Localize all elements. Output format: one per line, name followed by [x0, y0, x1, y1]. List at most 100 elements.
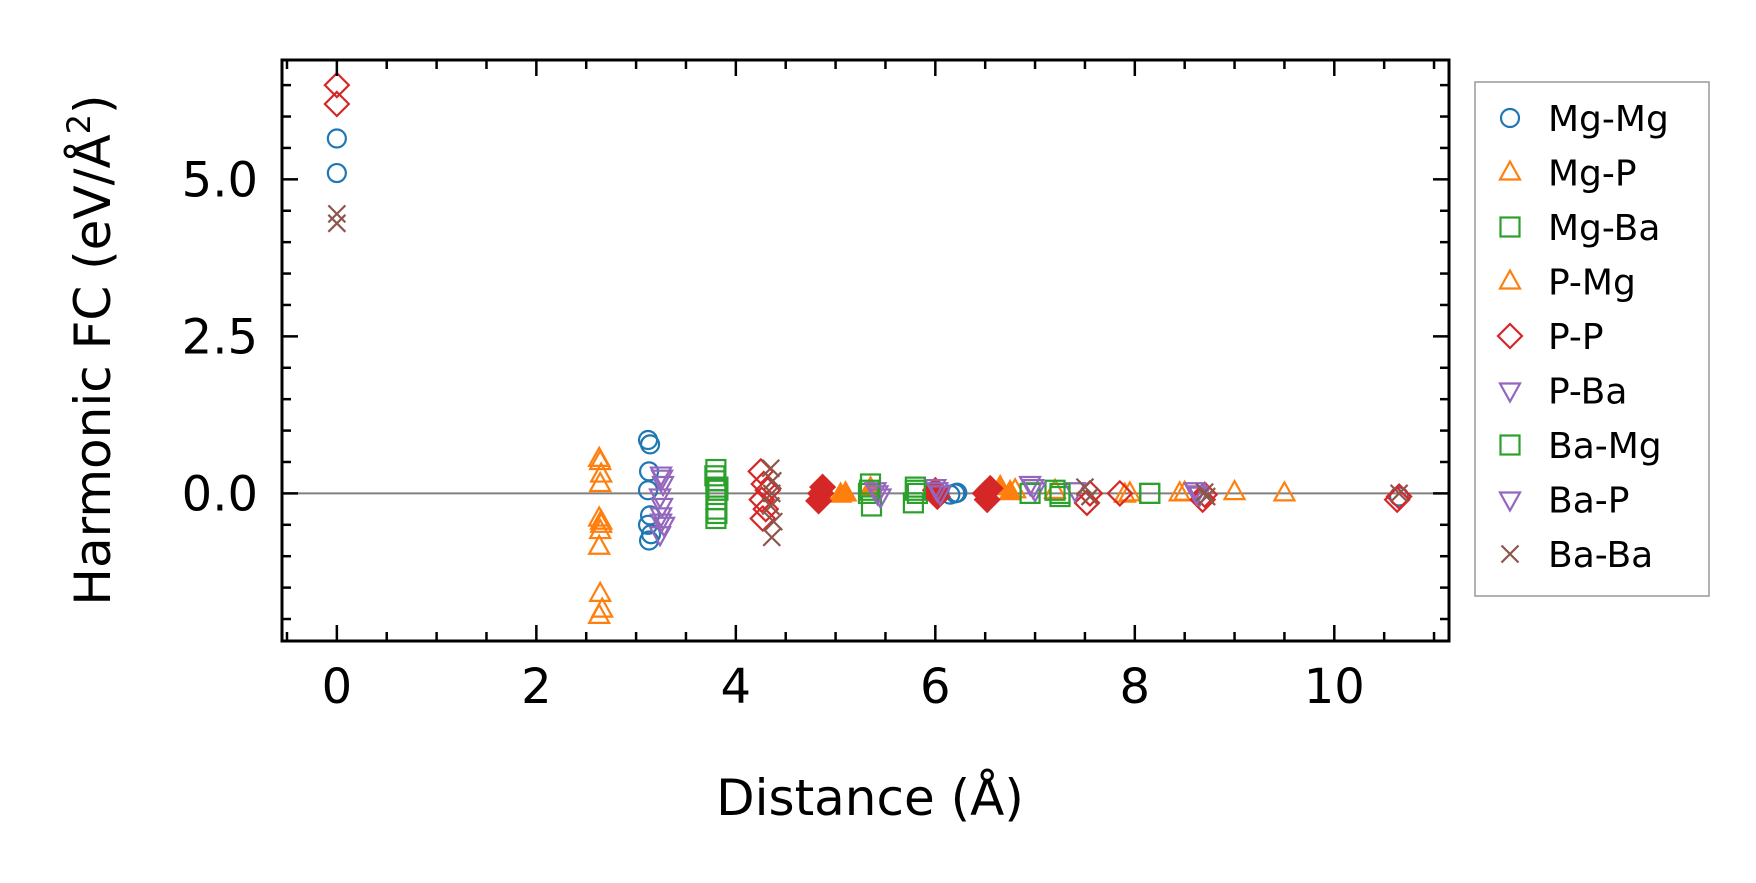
data-point — [648, 526, 672, 548]
legend-item: P-Ba — [1498, 372, 1627, 413]
legend-marker — [1499, 107, 1521, 129]
data-point — [1106, 479, 1134, 507]
data-point — [706, 502, 728, 525]
data-point — [752, 495, 780, 523]
legend-item: P-Mg — [1498, 263, 1636, 304]
data-point — [323, 90, 351, 118]
data-point — [809, 473, 837, 501]
legend-item: Ba-Ba — [1500, 535, 1653, 576]
data-point — [1043, 477, 1067, 499]
data-point — [639, 434, 661, 455]
legend-item: Ba-Mg — [1499, 426, 1662, 467]
data-point — [764, 512, 784, 531]
x-tick-label: 2 — [521, 659, 552, 715]
data-point — [762, 528, 782, 547]
data-point — [588, 470, 613, 493]
data-point — [902, 492, 924, 514]
axis-ticks: 0 2 4 6 8 10 0.0 2.5 5.0 — [182, 60, 1449, 715]
data-point — [323, 71, 351, 99]
legend-marker — [1499, 434, 1521, 456]
legend-label: Ba-Mg — [1548, 426, 1662, 467]
data-point — [1139, 482, 1161, 504]
legend-label: P-P — [1548, 317, 1604, 358]
x-tick-label: 6 — [920, 659, 951, 715]
data-point — [1021, 479, 1045, 501]
legend-label: Ba-P — [1548, 481, 1629, 522]
data-point — [749, 504, 777, 533]
series-p-ba — [648, 466, 1212, 548]
legend-marker — [1498, 491, 1522, 513]
data-point — [1197, 487, 1216, 506]
data-point — [588, 448, 613, 471]
plot-area: 0 2 4 6 8 10 0.0 2.5 5.0 — [182, 58, 1451, 715]
data-point — [649, 513, 673, 535]
plot-frame — [280, 58, 1451, 643]
data-point — [589, 511, 614, 533]
y-tick-label: 5.0 — [182, 152, 258, 208]
legend-item: Mg-Ba — [1499, 208, 1660, 249]
legend-marker — [1498, 159, 1522, 181]
x-tick-label: 8 — [1120, 659, 1151, 715]
data-point — [761, 496, 781, 516]
series-ba-ba — [327, 204, 1409, 547]
data-point — [1049, 482, 1071, 504]
y-axis-label-superscript: 2 — [60, 114, 98, 134]
legend-item: Mg-P — [1498, 154, 1637, 195]
x-tick-label: 4 — [721, 659, 752, 715]
series-p-p — [323, 71, 1413, 533]
legend-item: Mg-Mg — [1499, 99, 1669, 140]
legend-label: Mg-P — [1548, 154, 1637, 195]
data-point — [327, 204, 347, 224]
data-point — [947, 482, 968, 503]
data-point — [1195, 482, 1214, 502]
legend: Mg-Mg Mg-P Mg-Ba P-Mg P-P P-Ba Ba-Mg Ba-P Ba-Ba — [1474, 81, 1710, 597]
data-point — [707, 476, 729, 498]
legend-marker — [1499, 216, 1521, 238]
x-tick-label: 10 — [1304, 659, 1365, 715]
x-axis-label: Distance (Å) — [716, 769, 1024, 827]
y-axis-label: Harmonic FC (eV/Å2) — [60, 94, 122, 605]
data-point — [1075, 477, 1095, 497]
data-point — [976, 474, 1004, 502]
data-point — [650, 469, 674, 491]
data-point — [1073, 489, 1101, 517]
data-point — [588, 580, 613, 602]
data-point — [1080, 487, 1100, 506]
data-point — [326, 128, 347, 149]
data-point — [327, 214, 347, 233]
legend-label: P-Mg — [1548, 263, 1636, 304]
series-p-mg — [588, 448, 1197, 530]
data-point — [587, 602, 612, 624]
data-point — [326, 162, 347, 184]
legend-label: Mg-Ba — [1548, 208, 1660, 249]
data-point — [1044, 479, 1066, 501]
legend-label: P-Ba — [1548, 372, 1627, 413]
data-point — [858, 479, 881, 501]
legend-marker — [1498, 268, 1522, 290]
data-point — [589, 508, 614, 530]
data-point — [704, 465, 726, 487]
legend-item: Ba-P — [1498, 481, 1629, 522]
data-point — [1389, 486, 1410, 507]
series-ba-mg — [707, 476, 1161, 504]
data-point — [589, 461, 614, 483]
data-point — [1383, 486, 1411, 514]
data-point — [705, 458, 727, 481]
data-point — [1389, 484, 1409, 503]
data-point — [925, 482, 950, 504]
legend-label: Mg-Mg — [1548, 99, 1669, 140]
series-mg-p — [587, 445, 1297, 624]
data-points — [323, 71, 1413, 624]
y-tick-label: 2.5 — [182, 309, 258, 365]
data-point — [865, 485, 890, 507]
legend-label: Ba-Ba — [1548, 535, 1653, 576]
data-point — [587, 533, 612, 555]
data-point — [833, 480, 858, 502]
y-tick-label: 0.0 — [182, 466, 258, 522]
data-point — [1272, 480, 1297, 502]
legend-marker — [1498, 382, 1522, 404]
legend-marker — [1500, 544, 1520, 564]
data-point — [1222, 478, 1247, 501]
legend-marker — [1496, 322, 1524, 350]
